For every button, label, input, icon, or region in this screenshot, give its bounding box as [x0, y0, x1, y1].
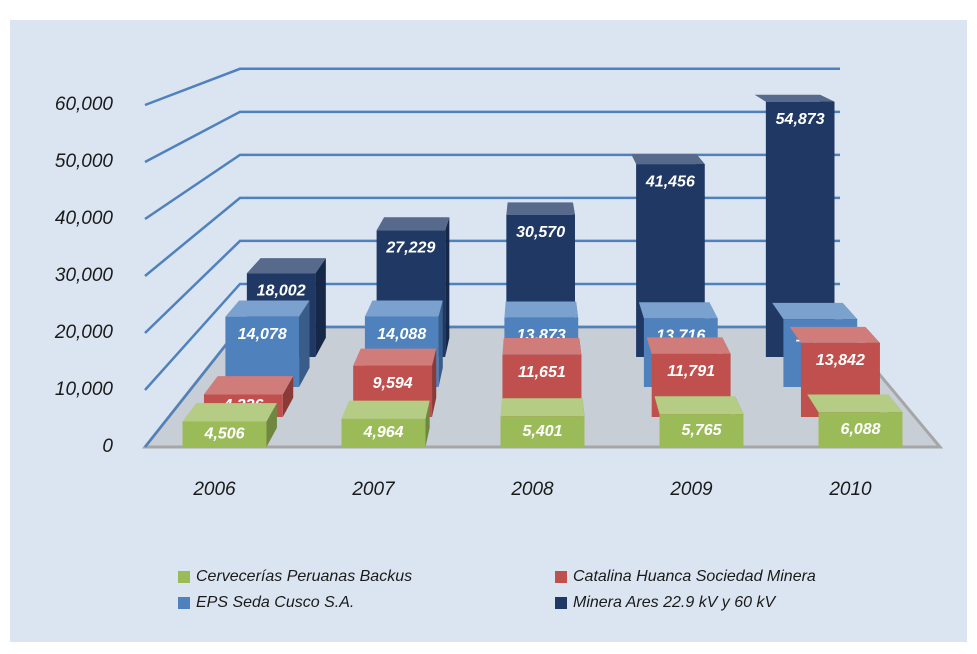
- x-tick-label: 2006: [192, 479, 236, 500]
- bar-front: [818, 412, 903, 447]
- legend-label: EPS Seda Cusco S.A.: [196, 594, 354, 611]
- value-label: 18,002: [257, 282, 306, 299]
- bar: [182, 403, 277, 447]
- bar-front: [659, 414, 744, 447]
- bar-top: [225, 300, 310, 317]
- grid-line: [144, 110, 840, 164]
- y-tick-label: 0: [102, 436, 113, 457]
- bar-top: [341, 400, 430, 419]
- bar-side: [438, 300, 443, 387]
- bar-top: [500, 398, 585, 417]
- bar-front: [341, 418, 426, 447]
- legend-swatch: [555, 597, 567, 609]
- value-label: 5,765: [681, 422, 722, 439]
- bar-top: [646, 337, 731, 354]
- x-tick-label: 2007: [351, 479, 396, 500]
- bar-top: [638, 302, 718, 319]
- y-tick-label: 10,000: [55, 379, 114, 400]
- bar-top: [772, 302, 858, 320]
- value-label: 6,088: [840, 421, 880, 438]
- value-label: 4,964: [362, 424, 403, 441]
- legend-swatch: [178, 597, 190, 609]
- bar-top: [807, 394, 903, 413]
- bar-top: [504, 301, 579, 318]
- bar-top: [246, 258, 326, 274]
- value-label: 14,088: [377, 326, 426, 343]
- bar-side: [315, 258, 326, 357]
- value-label: 4,506: [203, 425, 244, 442]
- bar-side: [425, 400, 430, 447]
- y-tick-label: 60,000: [55, 94, 114, 115]
- legend-label: Minera Ares 22.9 kV y 60 kV: [573, 594, 776, 611]
- value-label: 9,594: [373, 375, 413, 392]
- value-label: 30,570: [516, 224, 565, 241]
- x-tick-label: 2008: [510, 479, 554, 500]
- value-label: 11,651: [518, 364, 566, 381]
- bar-front: [765, 101, 835, 358]
- y-tick-label: 40,000: [55, 208, 114, 229]
- bar: [754, 94, 835, 358]
- bar-top: [353, 348, 437, 366]
- value-label: 14,078: [238, 326, 287, 343]
- bar-top: [789, 326, 880, 343]
- bar-side: [266, 403, 277, 447]
- bar-top: [364, 300, 443, 317]
- bar-top: [754, 94, 835, 102]
- y-tick-label: 50,000: [55, 151, 114, 172]
- y-tick-label: 30,000: [55, 265, 114, 286]
- value-label: 41,456: [645, 173, 695, 190]
- legend-swatch: [555, 571, 567, 583]
- bar-front: [500, 416, 585, 447]
- bar: [807, 394, 903, 447]
- bar: [341, 400, 430, 447]
- bar-top: [506, 202, 575, 215]
- legend-label: Catalina Huanca Sociedad Minera: [573, 568, 816, 585]
- value-label: 11,791: [667, 363, 715, 380]
- bar-top: [631, 154, 705, 165]
- bar: [225, 300, 310, 387]
- grid-line: [144, 67, 840, 107]
- legend-label: Cervecerías Peruanas Backus: [196, 568, 412, 585]
- bar-side: [282, 376, 294, 417]
- bar-top: [376, 217, 450, 231]
- value-label: 54,873: [776, 111, 825, 128]
- y-tick-label: 20,000: [54, 322, 114, 343]
- bar-top: [203, 376, 294, 395]
- bar-side: [445, 217, 450, 357]
- bar-front: [225, 316, 300, 387]
- value-label: 5,401: [522, 423, 562, 440]
- x-tick-label: 2009: [669, 479, 713, 500]
- bar-top: [654, 396, 744, 415]
- bar-side: [299, 300, 310, 387]
- bar-side: [432, 348, 437, 417]
- bar: [500, 398, 585, 447]
- value-label: 13,842: [816, 352, 865, 369]
- x-tick-label: 2010: [828, 479, 872, 500]
- legend-swatch: [178, 571, 190, 583]
- bar-front: [182, 421, 267, 447]
- bar-top: [502, 338, 582, 355]
- bar-top: [182, 403, 277, 422]
- value-label: 27,229: [385, 240, 435, 257]
- bar: [654, 396, 744, 447]
